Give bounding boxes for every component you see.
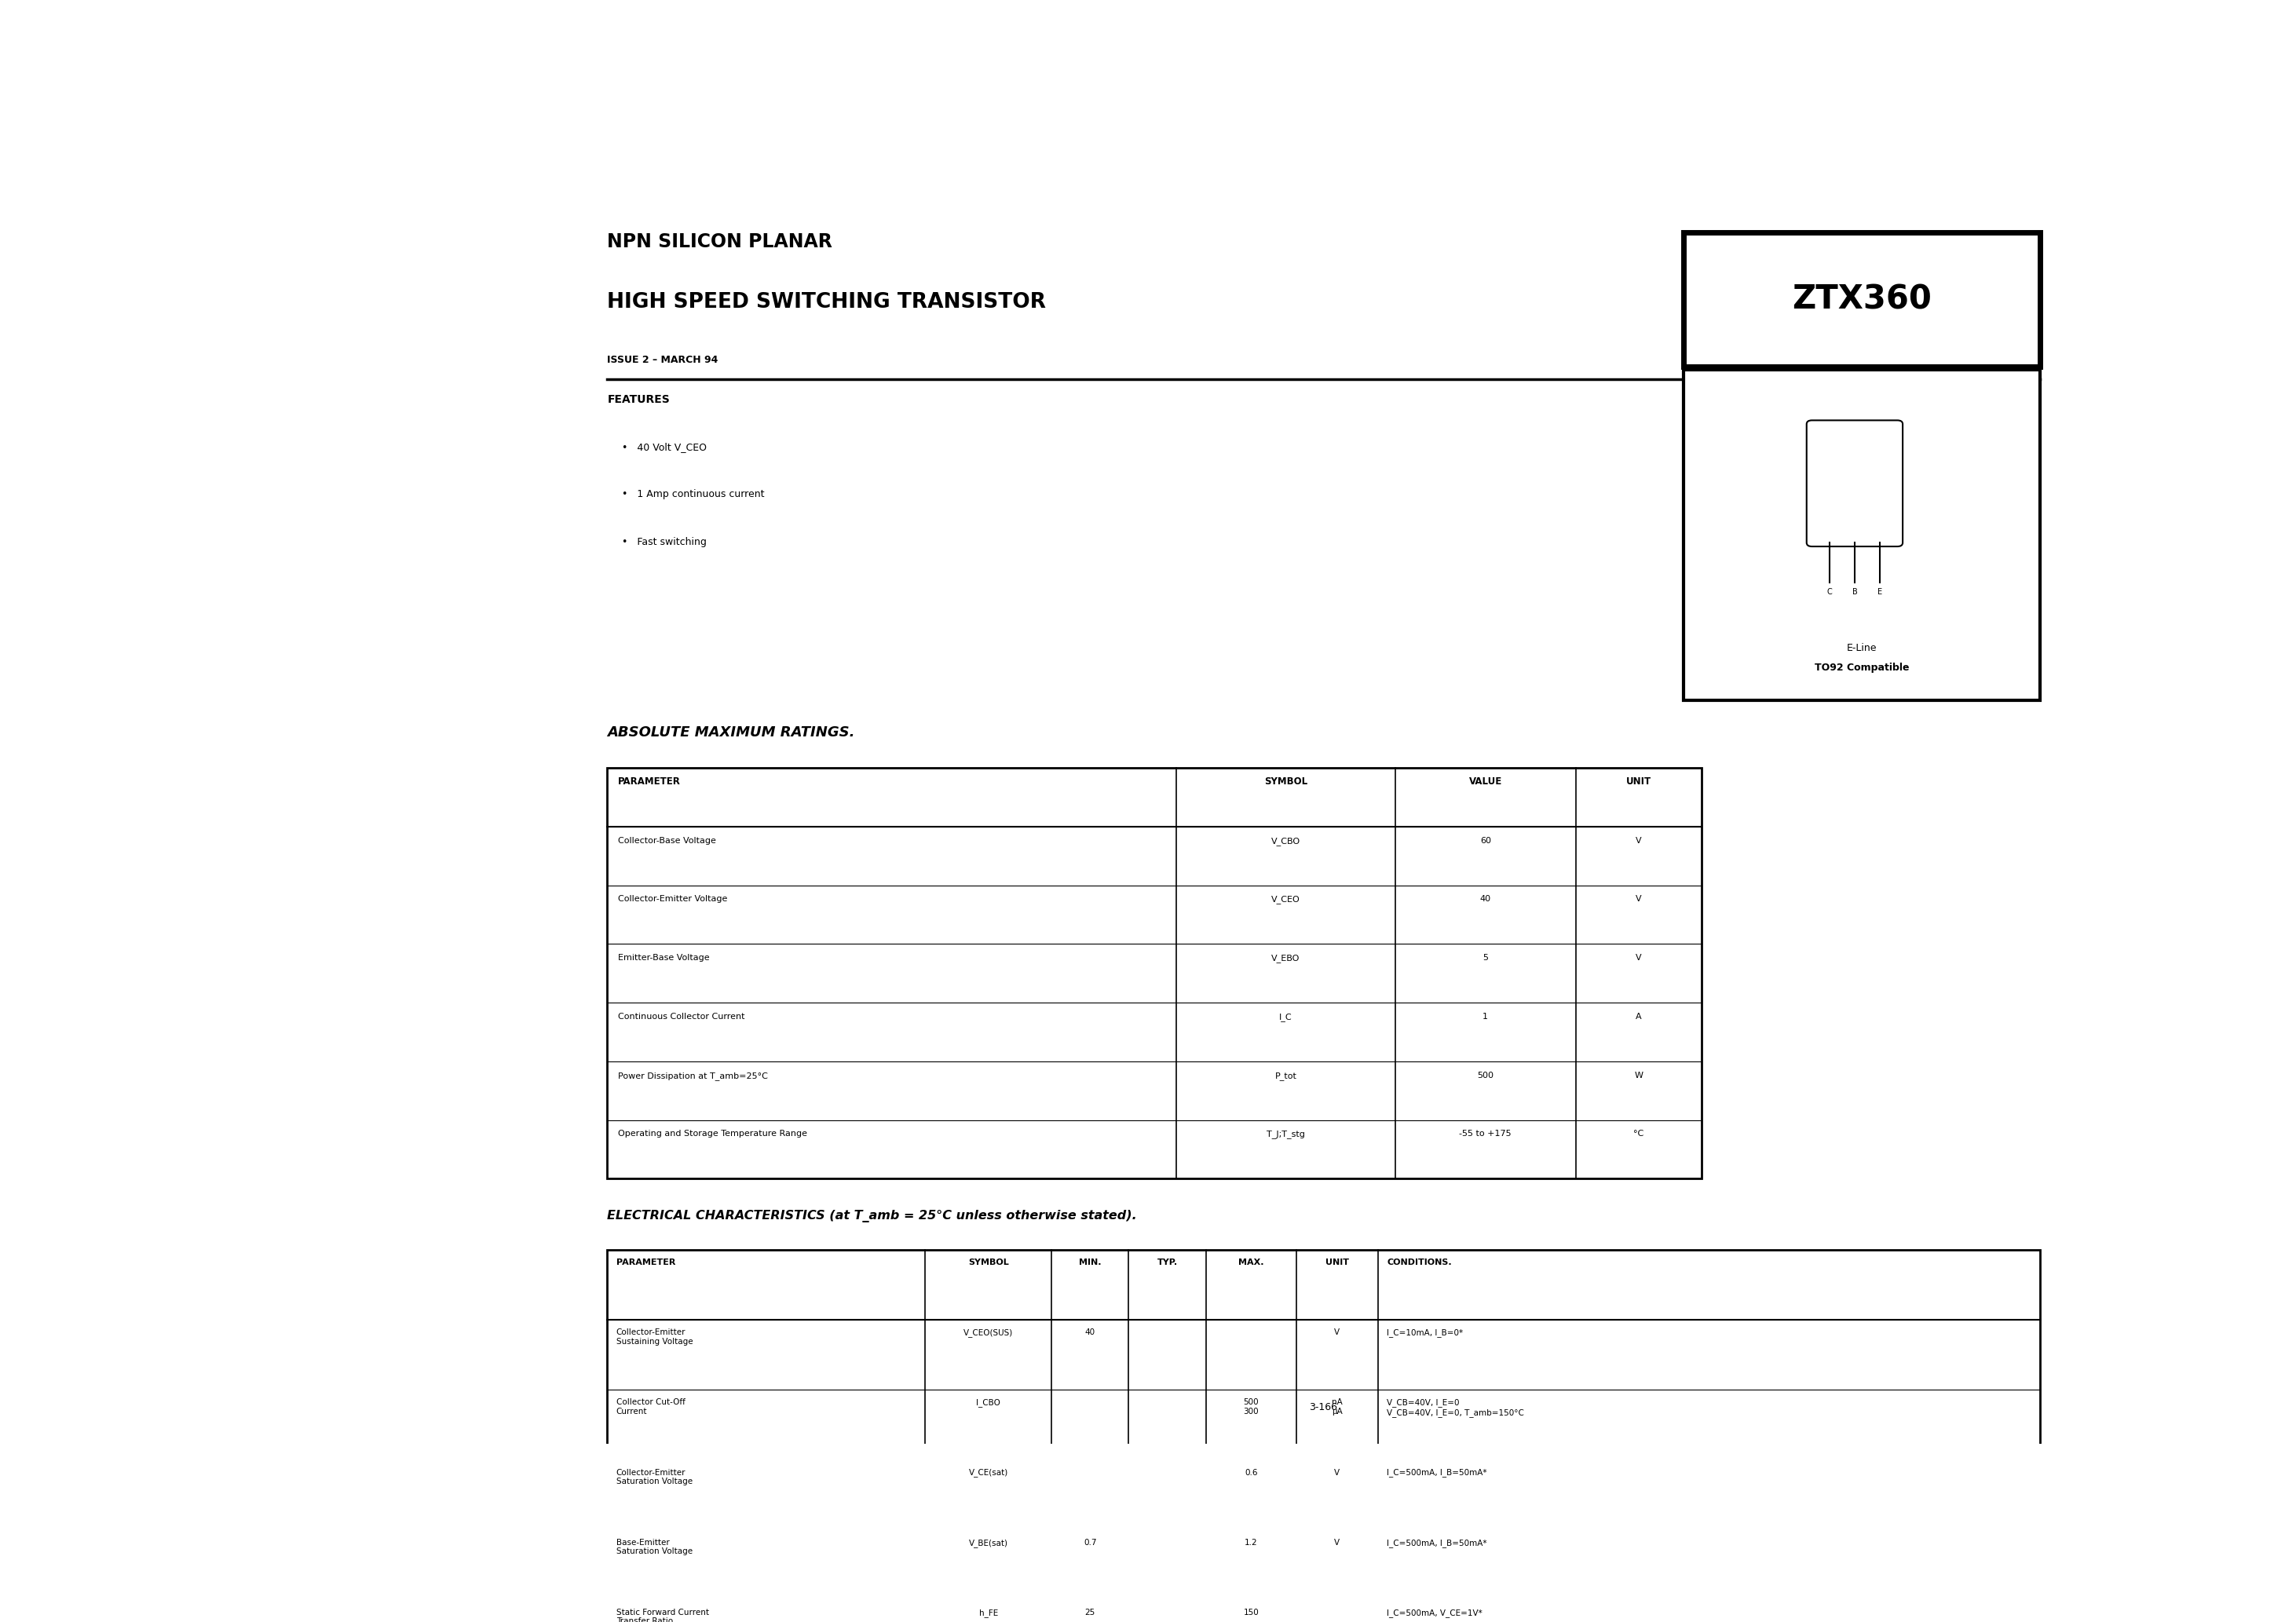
Text: 3-166: 3-166: [1309, 1401, 1339, 1413]
Text: W: W: [1635, 1072, 1644, 1079]
Text: V_EBO: V_EBO: [1272, 954, 1300, 962]
Text: I_C=500mA, I_B=50mA*: I_C=500mA, I_B=50mA*: [1387, 1539, 1488, 1547]
Text: A: A: [1635, 1012, 1642, 1020]
Text: Static Forward Current
Transfer Ratio: Static Forward Current Transfer Ratio: [615, 1609, 709, 1622]
Text: PARAMETER: PARAMETER: [618, 777, 680, 787]
Text: SYMBOL: SYMBOL: [1265, 777, 1306, 787]
Text: V_CEO(SUS): V_CEO(SUS): [964, 1328, 1013, 1337]
Text: nA
μA: nA μA: [1332, 1398, 1343, 1416]
Text: I_C=500mA, V_CE=1V*: I_C=500mA, V_CE=1V*: [1387, 1609, 1483, 1617]
Text: C: C: [1828, 587, 1832, 595]
Text: 25: 25: [1084, 1609, 1095, 1616]
Text: UNIT: UNIT: [1325, 1259, 1348, 1267]
Text: Collector-Emitter Voltage: Collector-Emitter Voltage: [618, 895, 728, 903]
Text: h_FE: h_FE: [978, 1609, 999, 1617]
Text: V: V: [1334, 1468, 1341, 1476]
Text: Collector Cut-Off
Current: Collector Cut-Off Current: [615, 1398, 684, 1416]
Text: V_BE(sat): V_BE(sat): [969, 1539, 1008, 1547]
Text: 0.6: 0.6: [1244, 1468, 1258, 1476]
Text: UNIT: UNIT: [1626, 777, 1651, 787]
Text: V_CE(sat): V_CE(sat): [969, 1468, 1008, 1478]
Text: 5: 5: [1483, 954, 1488, 962]
Text: 500: 500: [1476, 1072, 1495, 1079]
Text: Power Dissipation at T_amb=25°C: Power Dissipation at T_amb=25°C: [618, 1072, 767, 1080]
Text: HIGH SPEED SWITCHING TRANSISTOR: HIGH SPEED SWITCHING TRANSISTOR: [606, 292, 1047, 313]
Text: CONDITIONS.: CONDITIONS.: [1387, 1259, 1451, 1267]
Text: V: V: [1635, 895, 1642, 903]
Text: I_C: I_C: [1279, 1012, 1293, 1022]
Text: MIN.: MIN.: [1079, 1259, 1102, 1267]
Text: T_J;T_stg: T_J;T_stg: [1267, 1131, 1304, 1139]
Text: B: B: [1853, 587, 1857, 595]
Text: ELECTRICAL CHARACTERISTICS (at T_amb = 25°C unless otherwise stated).: ELECTRICAL CHARACTERISTICS (at T_amb = 2…: [606, 1210, 1137, 1223]
Text: ABSOLUTE MAXIMUM RATINGS.: ABSOLUTE MAXIMUM RATINGS.: [606, 725, 854, 740]
Text: E: E: [1878, 587, 1883, 595]
Text: •   Fast switching: • Fast switching: [622, 537, 707, 547]
Bar: [1683, 370, 2039, 701]
Text: I_CBO: I_CBO: [976, 1398, 1001, 1408]
Text: Base-Emitter
Saturation Voltage: Base-Emitter Saturation Voltage: [615, 1539, 693, 1555]
Text: °C: °C: [1632, 1131, 1644, 1139]
FancyBboxPatch shape: [1807, 420, 1903, 547]
Text: NPN SILICON PLANAR: NPN SILICON PLANAR: [606, 232, 833, 251]
Text: 40: 40: [1086, 1328, 1095, 1337]
Text: I_C=500mA, I_B=50mA*: I_C=500mA, I_B=50mA*: [1387, 1468, 1488, 1478]
Text: P_tot: P_tot: [1274, 1072, 1297, 1080]
Bar: [606, 767, 1701, 1179]
Text: Collector-Base Voltage: Collector-Base Voltage: [618, 837, 716, 845]
Text: VALUE: VALUE: [1469, 777, 1502, 787]
Text: 1: 1: [1483, 1012, 1488, 1020]
Text: MAX.: MAX.: [1238, 1259, 1263, 1267]
Text: TYP.: TYP.: [1157, 1259, 1178, 1267]
Text: TO92 Compatible: TO92 Compatible: [1814, 663, 1908, 673]
Text: •   40 Volt V_CEO: • 40 Volt V_CEO: [622, 441, 707, 453]
Text: 60: 60: [1481, 837, 1490, 845]
Text: V_CBO: V_CBO: [1272, 837, 1300, 845]
Text: V: V: [1334, 1539, 1341, 1546]
Text: Collector-Emitter
Saturation Voltage: Collector-Emitter Saturation Voltage: [615, 1468, 693, 1486]
Text: I_C=10mA, I_B=0*: I_C=10mA, I_B=0*: [1387, 1328, 1463, 1337]
Text: Collector-Emitter
Sustaining Voltage: Collector-Emitter Sustaining Voltage: [615, 1328, 693, 1346]
Text: Continuous Collector Current: Continuous Collector Current: [618, 1012, 744, 1020]
Text: 40: 40: [1481, 895, 1490, 903]
Bar: [606, 1251, 2039, 1622]
Text: ZTX360: ZTX360: [1791, 284, 1931, 316]
Text: FEATURES: FEATURES: [606, 394, 670, 406]
Text: -55 to +175: -55 to +175: [1460, 1131, 1511, 1139]
Text: Emitter-Base Voltage: Emitter-Base Voltage: [618, 954, 709, 962]
Text: 0.7: 0.7: [1084, 1539, 1097, 1546]
Bar: [1683, 232, 2039, 367]
Text: V: V: [1334, 1328, 1341, 1337]
Text: V: V: [1635, 837, 1642, 845]
Text: E-Line: E-Line: [1846, 642, 1876, 654]
Text: SYMBOL: SYMBOL: [969, 1259, 1008, 1267]
Text: ISSUE 2 – MARCH 94: ISSUE 2 – MARCH 94: [606, 355, 719, 365]
Text: V_CEO: V_CEO: [1272, 895, 1300, 903]
Text: Operating and Storage Temperature Range: Operating and Storage Temperature Range: [618, 1131, 808, 1139]
Text: PARAMETER: PARAMETER: [615, 1259, 675, 1267]
Text: V: V: [1635, 954, 1642, 962]
Text: 500
300: 500 300: [1244, 1398, 1258, 1416]
Text: V_CB=40V, I_E=0
V_CB=40V, I_E=0, T_amb=150°C: V_CB=40V, I_E=0 V_CB=40V, I_E=0, T_amb=1…: [1387, 1398, 1525, 1418]
Text: 150: 150: [1244, 1609, 1258, 1616]
Text: •   1 Amp continuous current: • 1 Amp continuous current: [622, 490, 765, 500]
Text: 1.2: 1.2: [1244, 1539, 1258, 1546]
